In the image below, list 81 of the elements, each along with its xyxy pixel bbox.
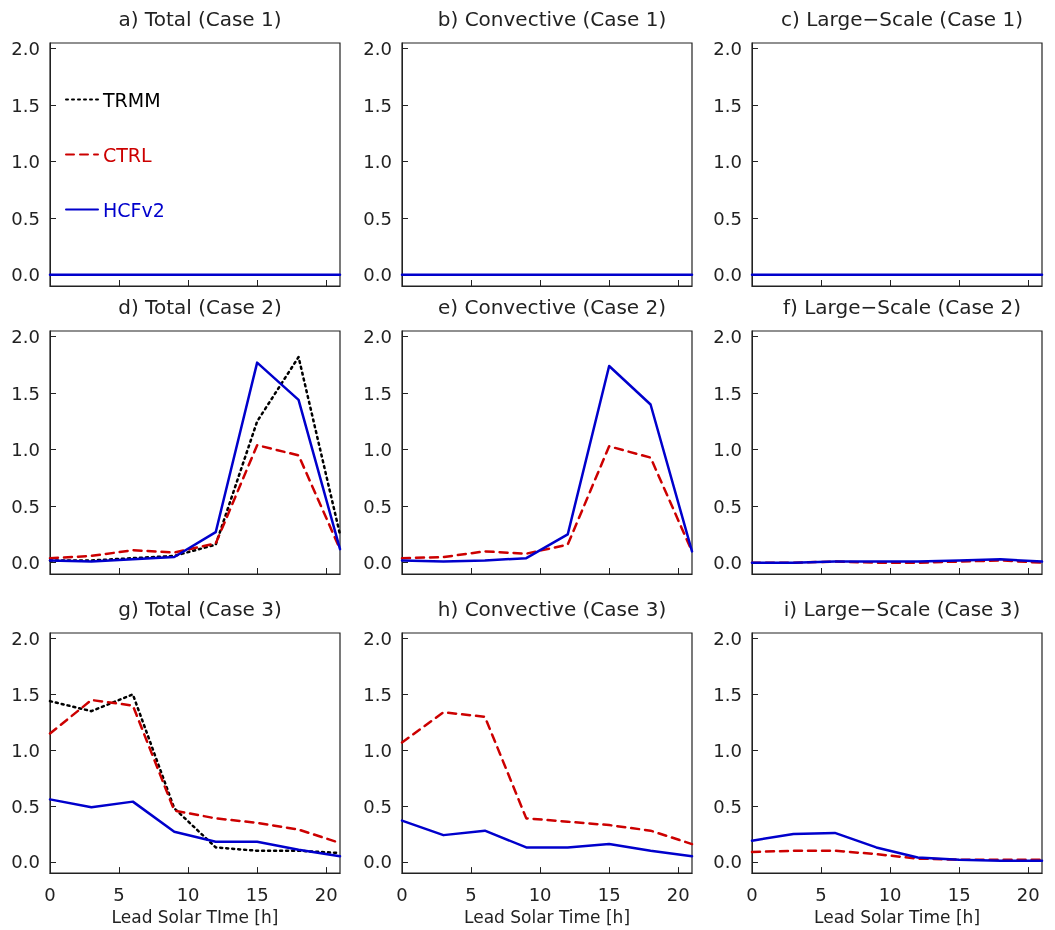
y-tick-label: 0.5 [11, 495, 40, 517]
y-tick-label: 2.0 [363, 326, 392, 348]
y-tick-label: 2.0 [713, 628, 742, 650]
x-tick-label: 0 [396, 883, 408, 905]
chart-title: h) Convective (Case 3) [437, 597, 667, 621]
y-tick-label: 1.5 [11, 683, 40, 705]
y-tick-label: 0.5 [363, 207, 392, 229]
y-tick-label: 0.5 [713, 495, 742, 517]
y-tick-label: 1.0 [363, 739, 392, 761]
x-tick-label: 5 [113, 883, 125, 905]
x-tick-label: 0 [44, 883, 56, 905]
line-series [400, 364, 694, 563]
y-tick-label: 0.0 [11, 851, 40, 873]
y-tick-label: 0.5 [363, 495, 392, 517]
y-tick-label: 1.0 [713, 739, 742, 761]
y-tick-label: 1.0 [11, 439, 40, 461]
x-axis-title: Lead Solar Time [h] [813, 906, 981, 927]
y-tick-label: 0.0 [363, 264, 392, 286]
x-tick-label: 15 [947, 883, 971, 905]
x-tick-label: 5 [815, 883, 827, 905]
y-tick-label: 0.5 [713, 795, 742, 817]
x-tick-label: 0 [746, 883, 758, 905]
y-tick-label: 1.0 [713, 151, 742, 173]
y-tick-label: 2.0 [363, 628, 392, 650]
x-tick-label: 15 [245, 883, 269, 905]
x-tick-label: 20 [314, 883, 338, 905]
chart-title: d) Total (Case 2) [118, 295, 282, 319]
y-tick-label: 1.0 [363, 151, 392, 173]
y-tick-label: 1.5 [11, 94, 40, 116]
x-tick-label: 20 [666, 883, 690, 905]
y-tick-label: 0.5 [11, 207, 40, 229]
line-series [750, 849, 1044, 861]
x-tick-label: 15 [597, 883, 621, 905]
chart-title: i) Large−Scale (Case 3) [783, 597, 1021, 621]
y-tick-label: 0.5 [363, 795, 392, 817]
y-tick-label: 0.0 [363, 552, 392, 574]
y-tick-label: 0.0 [713, 264, 742, 286]
x-axis-title: Lead Solar TIme [h] [111, 906, 279, 927]
chart-title: e) Convective (Case 2) [437, 295, 667, 319]
y-tick-label: 0.0 [11, 264, 40, 286]
y-tick-label: 1.5 [713, 683, 742, 705]
line-series [400, 819, 694, 858]
y-tick-label: 1.0 [713, 439, 742, 461]
y-tick-label: 0.0 [713, 851, 742, 873]
y-tick-label: 0.0 [363, 851, 392, 873]
legend-label: CTRL [103, 143, 153, 166]
y-tick-label: 1.0 [11, 151, 40, 173]
chart-title: c) Large−Scale (Case 1) [781, 7, 1023, 31]
y-tick-label: 1.5 [713, 382, 742, 404]
y-tick-label: 2.0 [11, 628, 40, 650]
chart-title: g) Total (Case 3) [118, 597, 282, 621]
y-tick-label: 2.0 [363, 38, 392, 60]
y-tick-label: 0.5 [713, 207, 742, 229]
y-tick-label: 0.0 [11, 552, 40, 574]
y-tick-label: 2.0 [11, 38, 40, 60]
line-series [750, 831, 1044, 863]
y-tick-label: 1.5 [713, 94, 742, 116]
y-tick-label: 0.0 [713, 552, 742, 574]
y-tick-label: 1.5 [363, 94, 392, 116]
y-tick-label: 2.0 [713, 38, 742, 60]
chart-title: f) Large−Scale (Case 2) [782, 295, 1022, 319]
x-tick-label: 5 [465, 883, 477, 905]
chart-title: b) Convective (Case 1) [437, 7, 667, 31]
chart-title: a) Total (Case 1) [118, 7, 282, 31]
y-tick-label: 1.0 [11, 739, 40, 761]
legend-label: TRMM [102, 88, 161, 111]
x-axis-title: Lead Solar Time [h] [463, 906, 631, 927]
y-tick-label: 1.5 [363, 683, 392, 705]
y-tick-label: 1.0 [363, 439, 392, 461]
x-tick-label: 10 [878, 883, 902, 905]
y-tick-label: 0.5 [11, 795, 40, 817]
y-tick-label: 2.0 [713, 326, 742, 348]
line-series [400, 711, 694, 846]
x-tick-label: 10 [176, 883, 200, 905]
y-tick-label: 1.5 [363, 382, 392, 404]
x-tick-label: 20 [1016, 883, 1040, 905]
line-series [48, 798, 342, 858]
legend-label: HCFv2 [103, 198, 165, 221]
y-tick-label: 1.5 [11, 382, 40, 404]
x-tick-label: 10 [528, 883, 552, 905]
y-tick-label: 2.0 [11, 326, 40, 348]
